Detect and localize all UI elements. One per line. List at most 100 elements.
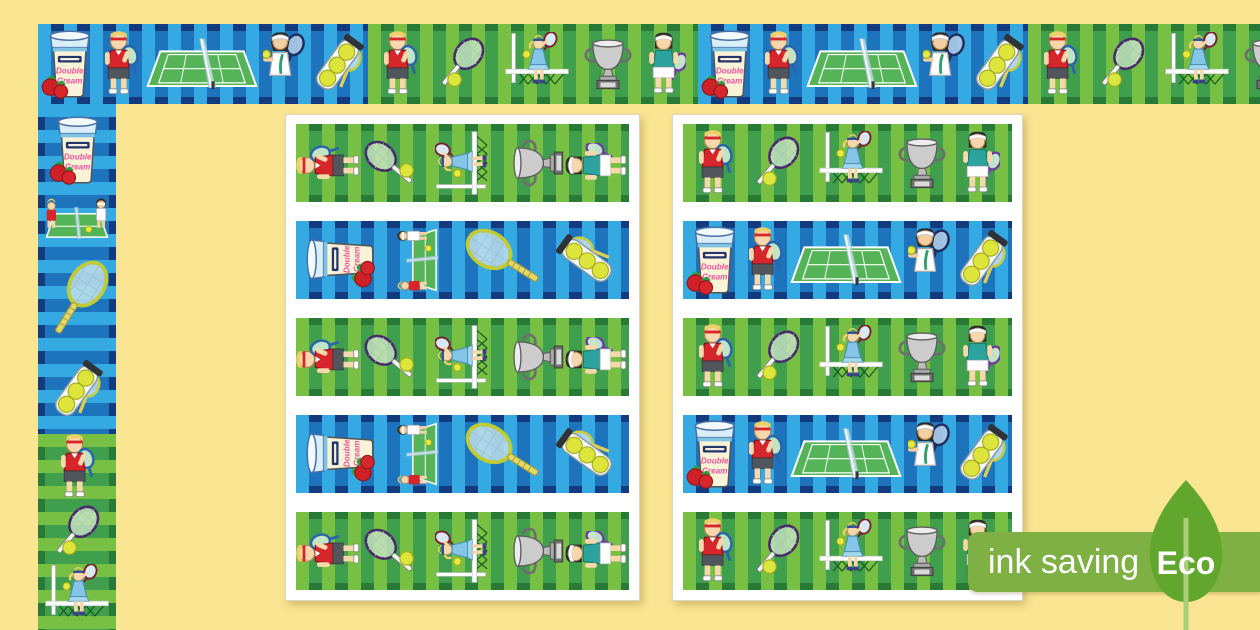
- trophy-icon: [509, 137, 567, 189]
- boy-player-icon: [745, 421, 785, 487]
- trophy-icon: [509, 331, 567, 383]
- boy-player-icon: [695, 518, 735, 584]
- border-strip-green: [296, 124, 629, 202]
- tennis-ball-tube-icon: [310, 30, 366, 98]
- woman-player-icon: [908, 420, 952, 488]
- boy-player-icon: [380, 31, 420, 97]
- border-strip-blue: Double Cream: [296, 415, 629, 493]
- racket-and-ball-icon: [432, 32, 492, 96]
- mini-court-scene-icon: [42, 195, 112, 245]
- racket-and-ball-icon: [359, 521, 423, 581]
- girl-player-teal-icon: [564, 531, 630, 571]
- page-card-rotated-borders: Double Cream: [285, 114, 640, 601]
- tennis-border-resource-preview: Double Cream: [0, 0, 1260, 630]
- border-strip-blue: Double Cream: [683, 221, 1012, 299]
- boy-player-icon: [296, 143, 362, 183]
- border-strip-green: [296, 318, 629, 396]
- girl-serving-icon: [435, 324, 499, 390]
- page-card-straight-borders: Double Cream: [672, 114, 1023, 601]
- border-strip-green: [296, 512, 629, 590]
- boy-player-icon: [101, 31, 141, 97]
- girl-player-teal-icon: [960, 324, 1000, 390]
- tennis-ball-tube-icon: [49, 356, 105, 424]
- svg-text:Double: Double: [56, 67, 84, 76]
- yellow-racket-icon: [460, 417, 552, 491]
- racket-and-ball-icon: [1092, 32, 1152, 96]
- trophy-icon: [582, 35, 634, 93]
- tennis-ball-tube-icon: [970, 30, 1026, 98]
- racket-and-ball-icon: [747, 131, 807, 195]
- racket-and-ball-icon: [747, 519, 807, 583]
- vertical-border-segment-blue: Double Cream: [38, 104, 116, 434]
- eco-label: Eco: [1150, 545, 1222, 582]
- border-strip-green: [683, 512, 1012, 590]
- boy-player-icon: [745, 227, 785, 293]
- ice-cream-tub-icon: Double Cream: [40, 28, 98, 100]
- border-strip-blue: Double Cream: [296, 221, 629, 299]
- yellow-racket-icon: [460, 223, 552, 297]
- tennis-ball-tube-icon: [552, 426, 620, 482]
- racket-and-ball-icon: [359, 327, 423, 387]
- boy-player-icon: [1040, 31, 1080, 97]
- girl-serving-icon: [44, 564, 110, 628]
- ice-cream-tub-icon: Double Cream: [48, 114, 106, 186]
- yellow-racket-icon: [40, 255, 114, 347]
- girl-serving-icon: [1164, 32, 1230, 96]
- svg-text:Double: Double: [343, 245, 352, 273]
- trophy-icon: [896, 328, 948, 386]
- svg-text:Double: Double: [701, 457, 729, 466]
- border-strip-green: [683, 124, 1012, 202]
- girl-player-teal-icon: [960, 130, 1000, 196]
- svg-text:Double: Double: [716, 67, 744, 76]
- border-segment-blue: Double Cream: [698, 24, 1028, 104]
- girl-player-teal-icon: [564, 337, 630, 377]
- tennis-court-icon: [787, 425, 905, 483]
- ice-cream-tub-icon: Double Cream: [700, 28, 758, 100]
- tennis-court-icon: [803, 35, 921, 93]
- ice-cream-tub-icon: Double Cream: [685, 224, 743, 296]
- border-segment-blue: Double Cream: [38, 24, 368, 104]
- girl-serving-icon: [818, 325, 884, 389]
- border-strip-blue: Double Cream: [683, 415, 1012, 493]
- boy-player-icon: [57, 434, 97, 500]
- tennis-ball-tube-icon: [552, 232, 620, 288]
- ink-saving-label: ink saving: [988, 532, 1139, 592]
- border-segment-green: [368, 24, 698, 104]
- tennis-court-icon: [143, 35, 261, 93]
- ice-cream-tub-icon: Double Cream: [304, 425, 376, 483]
- boy-player-icon: [296, 337, 362, 377]
- girl-serving-icon: [504, 32, 570, 96]
- svg-text:Double: Double: [701, 263, 729, 272]
- boy-player-icon: [695, 324, 735, 390]
- ice-cream-tub-icon: Double Cream: [685, 418, 743, 490]
- trophy-icon: [1242, 35, 1260, 93]
- vertical-border-segment-green: [38, 434, 116, 630]
- trophy-icon: [509, 525, 567, 577]
- trophy-icon: [896, 134, 948, 192]
- girl-player-teal-icon: [646, 31, 686, 97]
- racket-and-ball-icon: [47, 500, 107, 564]
- girl-serving-icon: [435, 518, 499, 584]
- boy-player-icon: [296, 531, 362, 571]
- border-strip-green: [683, 318, 1012, 396]
- tennis-court-icon: [787, 231, 905, 289]
- svg-text:Double: Double: [64, 152, 92, 161]
- trophy-icon: [896, 522, 948, 580]
- tennis-ball-tube-icon: [954, 420, 1010, 488]
- boy-player-icon: [695, 130, 735, 196]
- girl-serving-icon: [435, 130, 499, 196]
- mini-court-scene-icon: [394, 419, 444, 489]
- girl-serving-icon: [818, 131, 884, 195]
- top-display-border: Double Cream: [38, 24, 1260, 104]
- girl-player-teal-icon: [564, 143, 630, 183]
- boy-player-icon: [761, 31, 801, 97]
- woman-player-icon: [908, 226, 952, 294]
- woman-player-icon: [923, 30, 967, 98]
- tennis-ball-tube-icon: [954, 226, 1010, 294]
- ice-cream-tub-icon: Double Cream: [304, 231, 376, 289]
- border-segment-green: [1028, 24, 1260, 104]
- mini-court-scene-icon: [394, 225, 444, 295]
- girl-serving-icon: [818, 519, 884, 583]
- racket-and-ball-icon: [747, 325, 807, 389]
- racket-and-ball-icon: [359, 133, 423, 193]
